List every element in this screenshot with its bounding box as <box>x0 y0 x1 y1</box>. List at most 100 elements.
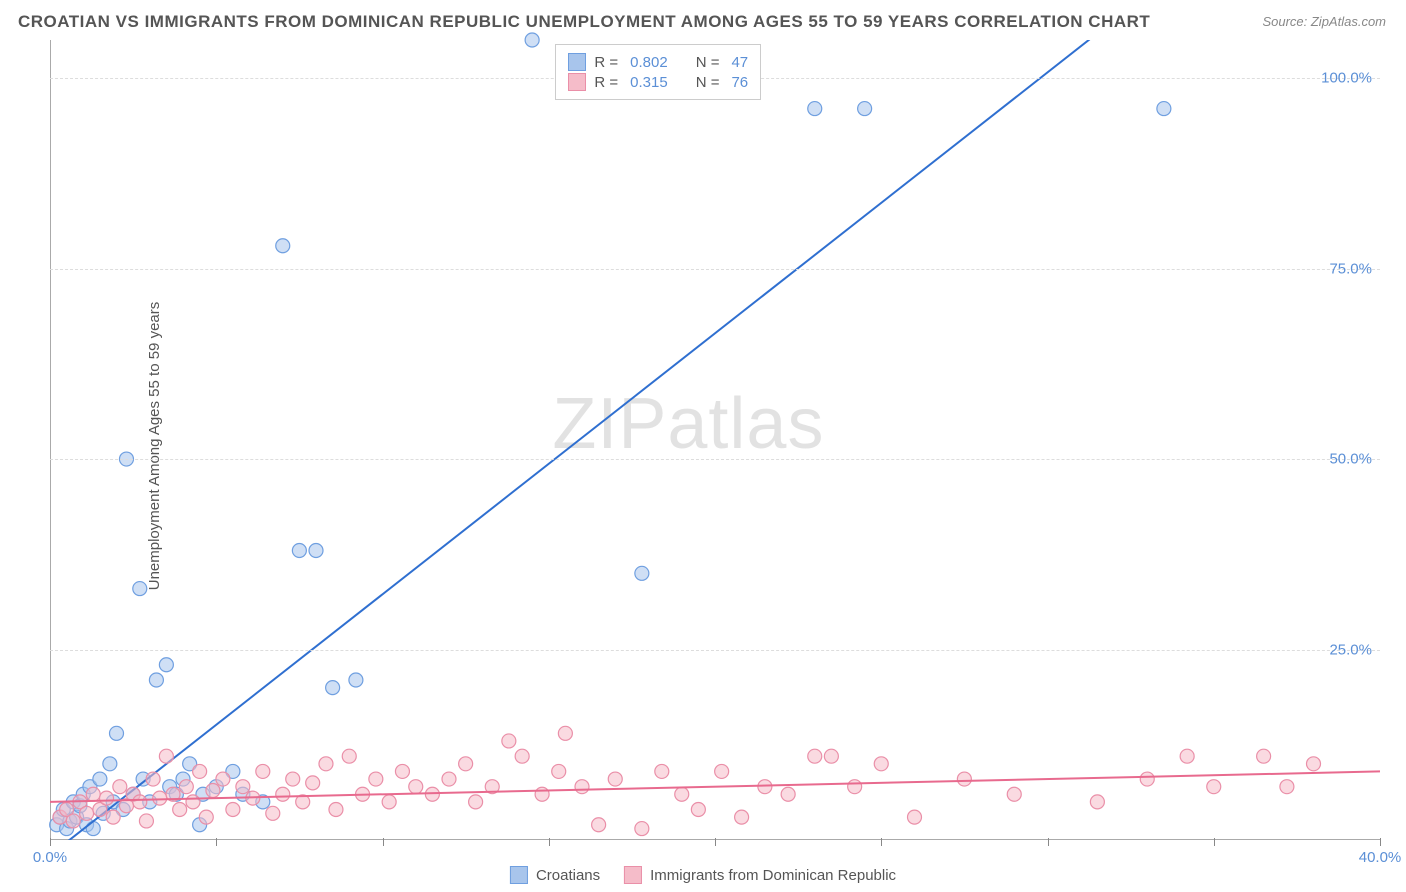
data-point <box>558 726 572 740</box>
data-point <box>957 772 971 786</box>
n-value: 47 <box>731 54 748 71</box>
data-point <box>758 780 772 794</box>
x-tick <box>549 838 550 846</box>
x-tick <box>383 838 384 846</box>
r-label: R = <box>594 74 618 91</box>
n-label: N = <box>696 74 720 91</box>
data-point <box>266 806 280 820</box>
data-point <box>675 787 689 801</box>
data-point <box>66 814 80 828</box>
data-point <box>159 658 173 672</box>
y-tick-label: 25.0% <box>1329 641 1372 658</box>
x-tick-label: 0.0% <box>33 849 67 866</box>
data-point <box>1140 772 1154 786</box>
data-point <box>442 772 456 786</box>
data-point <box>329 803 343 817</box>
data-point <box>86 822 100 836</box>
data-point <box>1280 780 1294 794</box>
data-point <box>173 803 187 817</box>
x-tick <box>50 838 51 846</box>
x-tick <box>1380 838 1381 846</box>
data-point <box>199 810 213 824</box>
plot-svg <box>50 40 1380 840</box>
series-legend: Croatians Immigrants from Dominican Repu… <box>510 866 896 884</box>
data-point <box>106 810 120 824</box>
data-point <box>133 582 147 596</box>
x-tick <box>715 838 716 846</box>
chart-title: CROATIAN VS IMMIGRANTS FROM DOMINICAN RE… <box>18 12 1150 32</box>
data-point <box>93 772 107 786</box>
data-point <box>236 780 250 794</box>
data-point <box>691 803 705 817</box>
data-point <box>146 772 160 786</box>
source-attribution: Source: ZipAtlas.com <box>1262 14 1386 29</box>
x-tick <box>1214 838 1215 846</box>
x-tick <box>216 838 217 846</box>
data-point <box>382 795 396 809</box>
data-point <box>808 749 822 763</box>
data-point <box>848 780 862 794</box>
plot-area: ZIPatlas 25.0%50.0%75.0%100.0%0.0%40.0% <box>50 40 1380 840</box>
x-tick <box>1048 838 1049 846</box>
data-point <box>575 780 589 794</box>
data-point <box>342 749 356 763</box>
data-point <box>256 764 270 778</box>
data-point <box>409 780 423 794</box>
data-point <box>808 102 822 116</box>
data-point <box>186 795 200 809</box>
data-point <box>86 787 100 801</box>
data-point <box>608 772 622 786</box>
x-tick <box>881 838 882 846</box>
data-point <box>1090 795 1104 809</box>
data-point <box>635 822 649 836</box>
data-point <box>1257 749 1271 763</box>
data-point <box>425 787 439 801</box>
data-point <box>100 791 114 805</box>
data-point <box>908 810 922 824</box>
x-tick-label: 40.0% <box>1359 849 1402 866</box>
data-point <box>276 239 290 253</box>
y-tick-label: 75.0% <box>1329 260 1372 277</box>
data-point <box>103 757 117 771</box>
data-point <box>735 810 749 824</box>
data-point <box>326 681 340 695</box>
n-value: 76 <box>731 74 748 91</box>
data-point <box>469 795 483 809</box>
data-point <box>349 673 363 687</box>
gridline <box>50 459 1380 460</box>
data-point <box>139 814 153 828</box>
data-point <box>159 749 173 763</box>
data-point <box>525 33 539 47</box>
data-point <box>1307 757 1321 771</box>
y-tick-label: 100.0% <box>1321 70 1372 87</box>
data-point <box>110 726 124 740</box>
swatch-icon <box>510 866 528 884</box>
gridline <box>50 269 1380 270</box>
data-point <box>395 764 409 778</box>
r-label: R = <box>594 54 618 71</box>
data-point <box>193 764 207 778</box>
legend-label: Croatians <box>536 867 600 884</box>
r-value: 0.802 <box>630 54 668 71</box>
data-point <box>655 764 669 778</box>
gridline <box>50 650 1380 651</box>
data-point <box>515 749 529 763</box>
data-point <box>1157 102 1171 116</box>
legend-label: Immigrants from Dominican Republic <box>650 867 896 884</box>
correlation-chart: CROATIAN VS IMMIGRANTS FROM DOMINICAN RE… <box>0 0 1406 892</box>
n-label: N = <box>696 54 720 71</box>
legend-item-1: Immigrants from Dominican Republic <box>624 866 896 884</box>
data-point <box>874 757 888 771</box>
data-point <box>319 757 333 771</box>
data-point <box>80 806 94 820</box>
data-point <box>149 673 163 687</box>
data-point <box>292 543 306 557</box>
swatch-icon <box>624 866 642 884</box>
stats-legend-row-0: R = 0.802 N = 47 <box>568 53 748 71</box>
data-point <box>552 764 566 778</box>
data-point <box>459 757 473 771</box>
data-point <box>216 772 230 786</box>
data-point <box>179 780 193 794</box>
trend-line <box>50 0 1380 855</box>
legend-item-0: Croatians <box>510 866 600 884</box>
